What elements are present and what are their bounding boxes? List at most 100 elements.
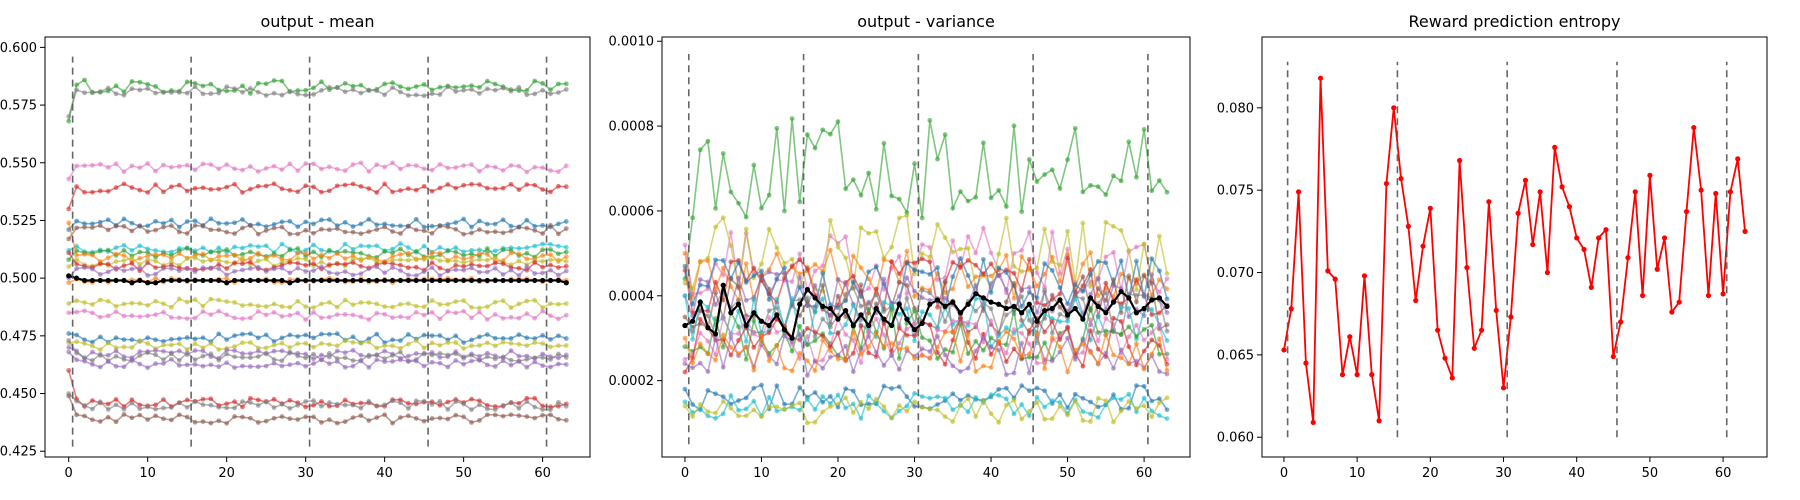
data-point	[145, 404, 151, 410]
data-point	[1141, 383, 1147, 389]
mean-data-point	[1087, 295, 1094, 301]
data-point	[469, 181, 474, 187]
data-point	[74, 412, 79, 418]
x-tick-label: 10	[139, 466, 156, 481]
data-point	[263, 304, 269, 309]
data-point	[1118, 228, 1124, 233]
data-point	[247, 315, 253, 321]
y-tick-label: 0.550	[0, 156, 37, 171]
data-point	[804, 334, 810, 339]
data-point	[743, 406, 749, 412]
data-point	[866, 406, 872, 412]
data-point	[445, 364, 451, 370]
axes-frame	[1261, 36, 1768, 458]
data-point	[216, 418, 222, 424]
data-point	[1134, 244, 1139, 250]
data-point	[216, 331, 222, 337]
data-point	[145, 161, 151, 166]
data-point	[82, 403, 87, 408]
data-point	[682, 399, 688, 405]
data-point	[1057, 319, 1063, 324]
data-point	[461, 163, 467, 168]
data-point	[942, 278, 948, 284]
data-point	[1118, 355, 1124, 361]
data-point	[279, 224, 285, 230]
data-point	[145, 273, 151, 278]
data-point	[866, 170, 872, 176]
data-point	[342, 256, 348, 262]
data-point	[311, 351, 316, 357]
data-point	[74, 298, 79, 304]
mean-data-point	[705, 325, 711, 331]
data-point	[563, 249, 569, 255]
data-point	[797, 285, 803, 290]
data-point	[1034, 270, 1040, 276]
data-point	[751, 407, 757, 413]
data-point	[950, 205, 956, 211]
data-point	[1103, 398, 1109, 404]
mean-data-point	[318, 277, 325, 284]
data-point	[973, 194, 979, 200]
data-point	[919, 346, 925, 352]
series-line	[68, 340, 567, 362]
data-point	[153, 271, 158, 277]
data-point	[319, 189, 324, 195]
data-point	[326, 247, 332, 253]
data-point	[728, 331, 734, 337]
data-point	[919, 251, 925, 256]
data-point	[358, 271, 364, 277]
data-point	[812, 390, 818, 395]
data-point	[200, 91, 206, 97]
data-point	[232, 252, 237, 258]
data-point	[927, 355, 933, 361]
data-point	[319, 264, 324, 270]
data-point	[461, 346, 467, 351]
mean-data-point	[1164, 303, 1170, 309]
data-point	[508, 336, 514, 341]
mean-data-point	[200, 277, 206, 284]
data-point	[121, 169, 127, 175]
data-point	[216, 357, 222, 363]
data-point	[751, 318, 757, 324]
data-point	[113, 223, 119, 229]
data-point	[192, 269, 198, 275]
data-point	[287, 397, 293, 403]
data-point	[145, 81, 151, 87]
data-point	[161, 342, 166, 348]
data-point	[1034, 295, 1040, 301]
data-point	[153, 258, 158, 264]
data-point	[105, 164, 111, 170]
data-point	[208, 351, 214, 357]
mean-data-point	[1141, 305, 1147, 312]
y-tick-label: 0.500	[0, 272, 37, 287]
data-point	[121, 263, 127, 269]
data-point	[1134, 383, 1139, 389]
data-point	[508, 412, 514, 418]
y-tick-label: 0.475	[0, 329, 37, 344]
data-point	[216, 308, 222, 314]
mean-data-point	[500, 277, 506, 284]
data-point	[287, 218, 293, 224]
mean-data-point	[287, 280, 293, 286]
data-point	[295, 341, 301, 347]
series-line	[67, 182, 567, 210]
data-point	[548, 168, 553, 173]
data-point	[766, 404, 772, 410]
data-point	[66, 301, 72, 306]
data-point	[334, 401, 340, 407]
data-point	[896, 279, 902, 285]
data-point	[508, 314, 514, 320]
data-point	[1530, 241, 1536, 248]
data-point	[827, 330, 833, 336]
data-point	[736, 407, 741, 413]
data-point	[500, 247, 506, 253]
data-point	[965, 320, 971, 326]
data-point	[1026, 388, 1032, 394]
data-point	[153, 84, 158, 89]
data-point	[469, 343, 474, 349]
data-point	[311, 344, 316, 350]
mean-data-point	[437, 277, 443, 284]
data-point	[1164, 407, 1170, 413]
data-point	[1011, 411, 1017, 417]
data-point	[168, 164, 174, 170]
